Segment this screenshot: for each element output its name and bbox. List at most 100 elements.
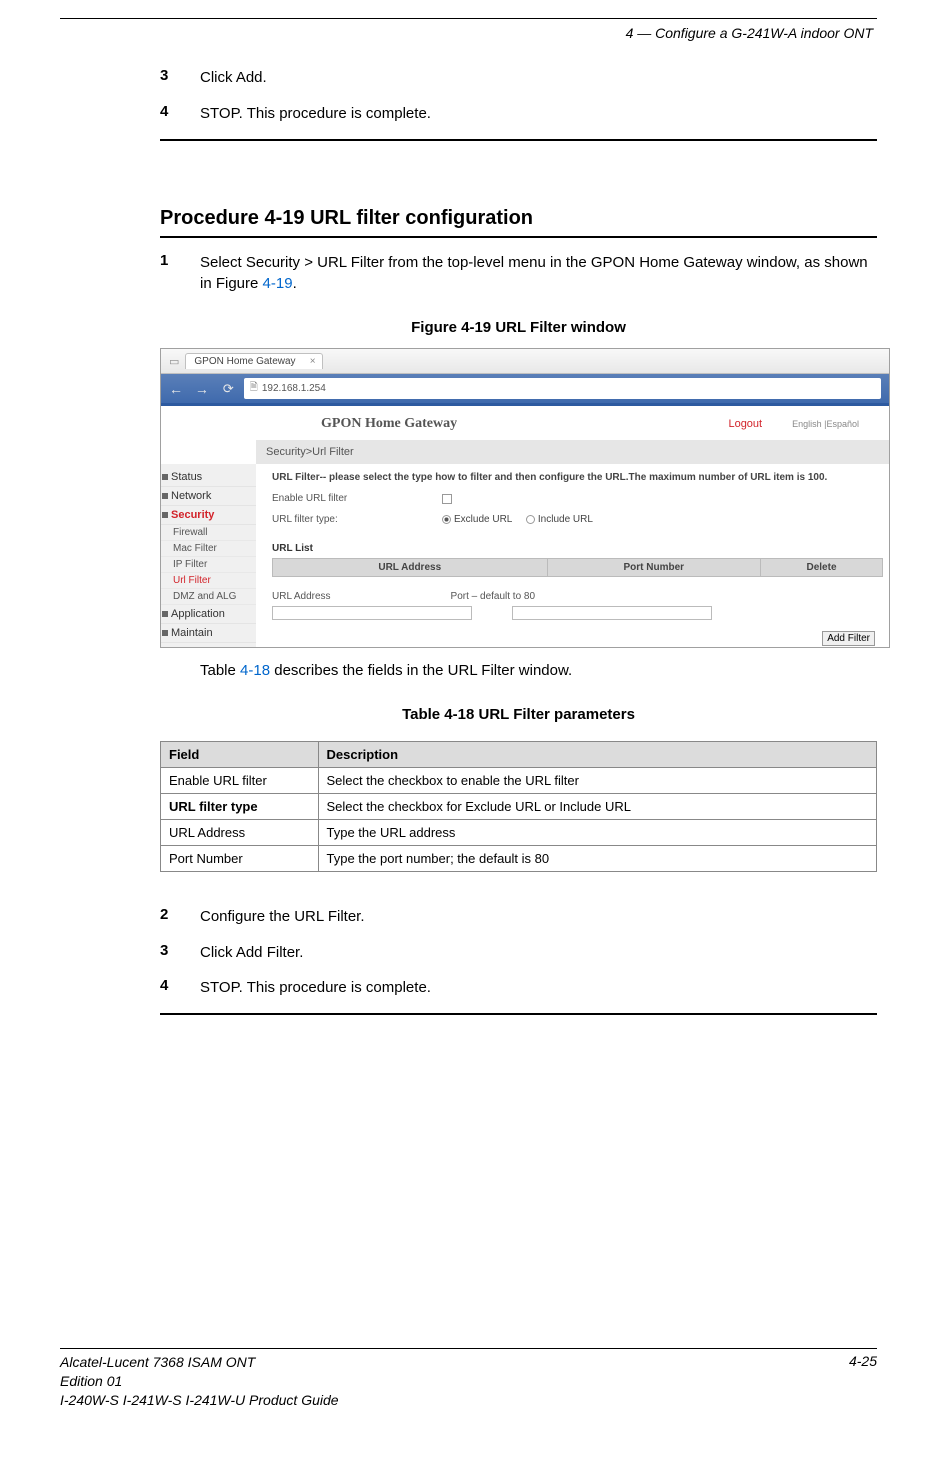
type-label: URL filter type: xyxy=(272,514,382,525)
step-text-b: . xyxy=(293,275,297,292)
exclude-radio[interactable] xyxy=(442,515,451,524)
close-icon[interactable]: × xyxy=(310,356,316,367)
port-label: Port – default to 80 xyxy=(451,591,536,602)
table-row: URL filter type Select the checkbox for … xyxy=(161,793,877,819)
cell-field: Port Number xyxy=(161,845,319,871)
nav-back-forward-icon[interactable]: ← → xyxy=(169,381,213,397)
sidebar-item-dmz[interactable]: DMZ and ALG xyxy=(161,589,256,605)
step-row: 4 STOP. This procedure is complete. xyxy=(160,103,877,125)
browser-tab[interactable]: GPON Home Gateway × xyxy=(185,353,322,369)
language-switch[interactable]: English |Español xyxy=(792,419,859,429)
step-row: 4 STOP. This procedure is complete. xyxy=(160,977,877,999)
url-address-input[interactable] xyxy=(272,606,472,620)
table-row: URL Address Type the URL address xyxy=(161,819,877,845)
chapter-title: 4 — Configure a G-241W-A indoor ONT xyxy=(60,25,877,41)
sidebar-item-urlfilter[interactable]: Url Filter xyxy=(161,573,256,589)
page-header: GPON Home Gateway Logout English |Españo… xyxy=(161,406,889,440)
figure-link[interactable]: 4-19 xyxy=(263,275,293,292)
address-text: 192.168.1.254 xyxy=(262,383,326,394)
table-link[interactable]: 4-18 xyxy=(240,662,270,679)
step-text: STOP. This procedure is complete. xyxy=(200,103,877,125)
add-filter-button[interactable]: Add Filter xyxy=(822,631,875,646)
cell-field: URL filter type xyxy=(161,793,319,819)
step-number: 4 xyxy=(160,977,200,999)
browser-tabbar: ▭ GPON Home Gateway × xyxy=(161,349,889,374)
step-number: 3 xyxy=(160,942,200,964)
step-text: Select Security > URL Filter from the to… xyxy=(200,252,877,296)
page-icon: 🗎 xyxy=(250,380,258,397)
step-text: Configure the URL Filter. xyxy=(200,906,877,928)
step-row: 3 Click Add Filter. xyxy=(160,942,877,964)
step-text: Click Add Filter. xyxy=(200,942,877,964)
page-footer: Alcatel-Lucent 7368 ISAM ONT Edition 01 … xyxy=(60,1348,877,1410)
app-title: GPON Home Gateway xyxy=(321,416,457,432)
reload-icon[interactable]: ⟳ xyxy=(223,381,234,397)
th-url: URL Address xyxy=(273,559,548,577)
table-intro-b: describes the fields in the URL Filter w… xyxy=(270,662,572,679)
port-input[interactable] xyxy=(512,606,712,620)
sidebar-item-status[interactable]: Status xyxy=(161,468,256,487)
step-number: 3 xyxy=(160,67,200,89)
cell-field: Enable URL filter xyxy=(161,767,319,793)
url-address-label: URL Address xyxy=(272,591,331,602)
browser-toolbar: ← → ⟳ 🗎 192.168.1.254 xyxy=(161,374,889,403)
address-bar[interactable]: 🗎 192.168.1.254 xyxy=(244,378,881,399)
section-rule xyxy=(160,1013,877,1015)
step-row: 1 Select Security > URL Filter from the … xyxy=(160,252,877,296)
parameter-table: Field Description Enable URL filter Sele… xyxy=(160,741,877,872)
footer-product: Alcatel-Lucent 7368 ISAM ONT xyxy=(60,1353,339,1372)
include-radio[interactable] xyxy=(526,515,535,524)
step-row: 3 Click Add. xyxy=(160,67,877,89)
table-row: Port Number Type the port number; the de… xyxy=(161,845,877,871)
table-row: Enable URL filter Select the checkbox to… xyxy=(161,767,877,793)
cell-field: URL Address xyxy=(161,819,319,845)
figure-caption: Figure 4-19 URL Filter window xyxy=(160,319,877,336)
page-icon: ▭ xyxy=(169,355,179,368)
cell-desc: Type the URL address xyxy=(318,819,876,845)
step-row: 2 Configure the URL Filter. xyxy=(160,906,877,928)
procedure-underline xyxy=(160,236,877,238)
th-field: Field xyxy=(161,741,319,767)
sidebar-item-macfilter[interactable]: Mac Filter xyxy=(161,541,256,557)
step-number: 4 xyxy=(160,103,200,125)
th-description: Description xyxy=(318,741,876,767)
sidebar-item-network[interactable]: Network xyxy=(161,487,256,506)
url-list-table: URL Address Port Number Delete xyxy=(272,558,883,577)
table-intro: Table 4-18 describes the fields in the U… xyxy=(200,660,877,682)
cell-desc: Type the port number; the default is 80 xyxy=(318,845,876,871)
th-port: Port Number xyxy=(547,559,761,577)
sidebar: Status Network Security Firewall Mac Fil… xyxy=(161,464,256,647)
sidebar-item-security[interactable]: Security xyxy=(161,506,256,525)
step-text: STOP. This procedure is complete. xyxy=(200,977,877,999)
include-label: Include URL xyxy=(538,514,593,525)
step-number: 2 xyxy=(160,906,200,928)
radio-group: Exclude URL Include URL xyxy=(442,514,593,525)
urllist-heading: URL List xyxy=(272,543,883,554)
page-number: 4-25 xyxy=(849,1353,877,1410)
procedure-heading: Procedure 4-19 URL filter configuration xyxy=(160,207,877,230)
section-rule xyxy=(160,139,877,141)
enable-label: Enable URL filter xyxy=(272,493,382,504)
table-intro-a: Table xyxy=(200,662,240,679)
sidebar-item-application[interactable]: Application xyxy=(161,605,256,624)
th-delete: Delete xyxy=(761,559,883,577)
sidebar-item-firewall[interactable]: Firewall xyxy=(161,525,256,541)
footer-rule xyxy=(60,1348,877,1349)
header-rule xyxy=(60,18,877,19)
screenshot: ▭ GPON Home Gateway × ← → ⟳ 🗎 192.168.1.… xyxy=(160,348,877,648)
sidebar-item-maintain[interactable]: Maintain xyxy=(161,624,256,643)
cell-desc: Select the checkbox to enable the URL fi… xyxy=(318,767,876,793)
step-text-a: Select Security > URL Filter from the to… xyxy=(200,254,868,293)
step-number: 1 xyxy=(160,252,200,296)
footer-edition: Edition 01 xyxy=(60,1372,339,1391)
table-caption: Table 4-18 URL Filter parameters xyxy=(160,706,877,723)
tab-title: GPON Home Gateway xyxy=(194,356,295,367)
footer-guide: I-240W-S I-241W-S I-241W-U Product Guide xyxy=(60,1391,339,1410)
breadcrumb: Security>Url Filter xyxy=(256,440,889,464)
cell-desc: Select the checkbox for Exclude URL or I… xyxy=(318,793,876,819)
sidebar-item-ipfilter[interactable]: IP Filter xyxy=(161,557,256,573)
logout-link[interactable]: Logout xyxy=(728,418,762,430)
enable-checkbox[interactable] xyxy=(442,494,452,504)
main-panel: URL Filter-- please select the type how … xyxy=(256,464,889,647)
exclude-label: Exclude URL xyxy=(454,514,512,525)
